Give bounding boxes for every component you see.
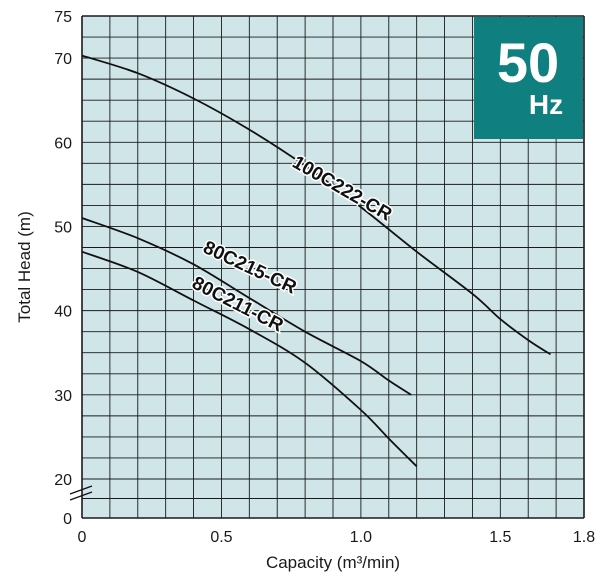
x-tick-label: 0.5 xyxy=(210,529,232,546)
y-tick-label: 30 xyxy=(54,388,72,405)
axis-break-line xyxy=(69,485,93,495)
pump-curves xyxy=(81,54,551,468)
y-axis-title: Total Head (m) xyxy=(15,211,34,322)
x-tick-label: 1.5 xyxy=(489,529,511,546)
y-tick-label: 70 xyxy=(54,51,72,68)
hz-badge: 50 Hz xyxy=(474,17,583,139)
axis-break-mark xyxy=(69,485,93,501)
hz-badge-unit: Hz xyxy=(529,89,563,120)
y-tick-label: 60 xyxy=(54,135,72,152)
x-tick-label: 1.8 xyxy=(573,529,595,546)
hz-badge-box xyxy=(474,17,583,139)
y-tick-label: 40 xyxy=(54,304,72,321)
x-tick-label: 1.0 xyxy=(350,529,372,546)
tick-labels: 0 0.5 1.0 1.5 1.8 20 30 40 50 60 70 75 0 xyxy=(54,9,595,546)
hz-badge-value: 50 xyxy=(497,31,559,94)
grid-lines xyxy=(81,15,585,519)
axis-break-line xyxy=(69,491,93,501)
y-tick-label: 50 xyxy=(54,219,72,236)
y-tick-label: 0 xyxy=(63,511,72,528)
curve-100c222-cr xyxy=(81,54,551,356)
y-tick-label: 20 xyxy=(54,472,72,489)
x-tick-label: 0 xyxy=(78,529,87,546)
x-axis-title: Capacity (m³/min) xyxy=(266,553,400,572)
y-tick-label: 75 xyxy=(54,9,72,26)
curve-80c215-cr xyxy=(81,217,412,396)
curve-80c211-cr xyxy=(81,250,418,468)
